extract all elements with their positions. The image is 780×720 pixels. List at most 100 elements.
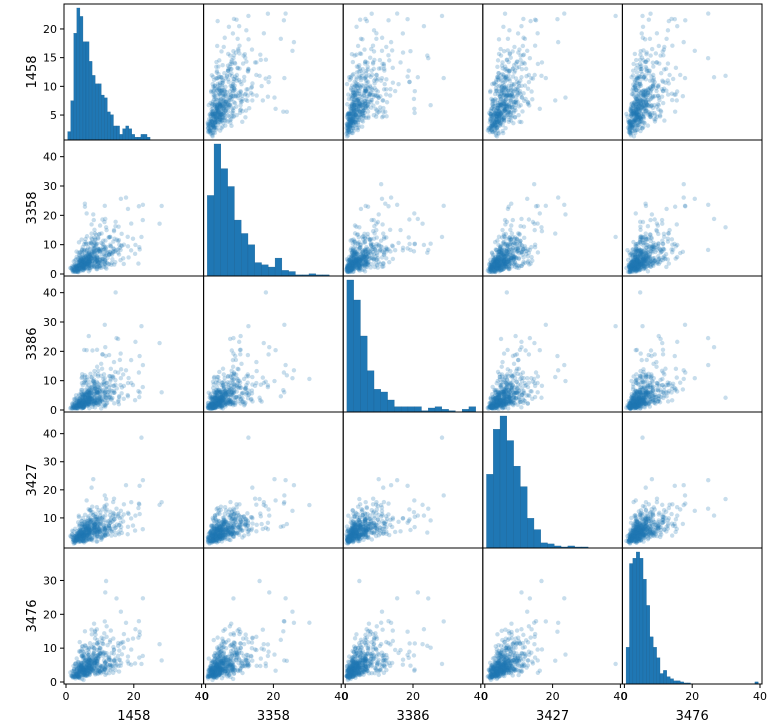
scatter-point	[630, 253, 636, 258]
scatter-point	[500, 263, 505, 268]
scatter-point	[70, 402, 75, 407]
scatter-point	[89, 393, 94, 399]
scatter-point	[76, 404, 81, 409]
scatter-point	[359, 262, 365, 267]
scatter-point	[497, 246, 503, 252]
scatter-point	[215, 116, 220, 122]
scatter-point	[519, 61, 524, 66]
scatter-point	[224, 392, 229, 398]
scatter-point	[96, 263, 101, 268]
scatter-point	[502, 258, 508, 263]
scatter-point	[74, 402, 80, 407]
scatter-point	[84, 401, 89, 407]
scatter-point	[654, 227, 659, 233]
scatter-point	[101, 403, 106, 409]
scatter-point	[351, 91, 356, 96]
scatter-point	[636, 264, 641, 270]
scatter-point	[110, 257, 115, 262]
scatter-point	[511, 261, 516, 266]
scatter-point	[503, 107, 509, 112]
scatter-point	[82, 266, 87, 271]
scatter-point	[219, 404, 225, 409]
scatter-point	[493, 114, 498, 119]
scatter-point	[670, 43, 675, 48]
scatter-point	[633, 261, 639, 267]
scatter-point	[638, 49, 643, 54]
scatter-point	[210, 116, 216, 122]
scatter-point	[509, 223, 514, 228]
scatter-point	[345, 265, 350, 271]
scatter-point	[353, 259, 359, 264]
scatter-point	[376, 242, 382, 247]
scatter-point	[499, 258, 504, 264]
scatter-point	[631, 100, 637, 106]
scatter-point	[230, 381, 235, 386]
scatter-point	[358, 51, 364, 57]
scatter-point	[81, 403, 87, 408]
scatter-point	[493, 260, 498, 265]
scatter-point	[644, 59, 649, 65]
scatter-point	[237, 110, 243, 116]
scatter-point	[92, 402, 97, 407]
scatter-point	[90, 395, 95, 401]
scatter-point	[666, 18, 672, 24]
scatter-point	[521, 255, 526, 260]
scatter-point	[92, 381, 97, 386]
scatter-point	[210, 401, 215, 407]
scatter-point	[92, 372, 98, 377]
scatter-point	[636, 112, 641, 118]
scatter-point	[349, 104, 355, 109]
scatter-point	[625, 247, 630, 253]
scatter-point	[218, 97, 224, 102]
scatter-point	[222, 398, 227, 403]
scatter-point	[87, 406, 92, 411]
scatter-point	[353, 260, 358, 266]
scatter-point	[515, 92, 520, 97]
scatter-point	[211, 405, 217, 411]
scatter-point	[210, 406, 215, 411]
scatter-point	[357, 66, 363, 72]
scatter-point	[87, 259, 92, 264]
scatter-point	[232, 402, 238, 407]
scatter-point	[85, 392, 90, 398]
scatter-point	[369, 86, 374, 91]
scatter-point	[85, 245, 91, 250]
scatter-point	[232, 77, 237, 82]
scatter-point	[365, 246, 370, 252]
scatter-point	[98, 249, 103, 254]
scatter-point	[283, 11, 288, 16]
scatter-point	[488, 269, 493, 274]
scatter-point	[647, 68, 652, 74]
scatter-point	[637, 267, 643, 273]
scatter-point	[350, 101, 355, 107]
scatter-point	[116, 398, 121, 403]
scatter-point	[645, 256, 650, 262]
scatter-point	[238, 102, 243, 108]
scatter-point	[96, 247, 101, 252]
scatter-point	[128, 357, 134, 363]
scatter-point	[632, 262, 637, 267]
scatter-point	[648, 96, 654, 102]
scatter-point	[79, 375, 84, 381]
scatter-point	[347, 116, 352, 121]
scatter-point	[252, 383, 258, 388]
scatter-point	[214, 64, 219, 70]
scatter-point	[213, 404, 219, 409]
scatter-point	[232, 372, 237, 377]
scatter-point	[488, 264, 493, 270]
scatter-point	[220, 63, 225, 68]
scatter-point	[75, 269, 80, 274]
scatter-point	[562, 202, 567, 207]
scatter-point	[509, 253, 514, 259]
scatter-point	[83, 261, 89, 266]
scatter-point	[223, 401, 229, 406]
scatter-point	[362, 255, 367, 260]
scatter-point	[357, 101, 362, 107]
scatter-point	[507, 261, 512, 267]
scatter-point	[515, 31, 521, 36]
scatter-point	[75, 405, 80, 411]
scatter-point	[512, 260, 518, 265]
scatter-point	[211, 122, 216, 128]
scatter-point	[346, 127, 352, 132]
scatter-point	[214, 68, 220, 74]
